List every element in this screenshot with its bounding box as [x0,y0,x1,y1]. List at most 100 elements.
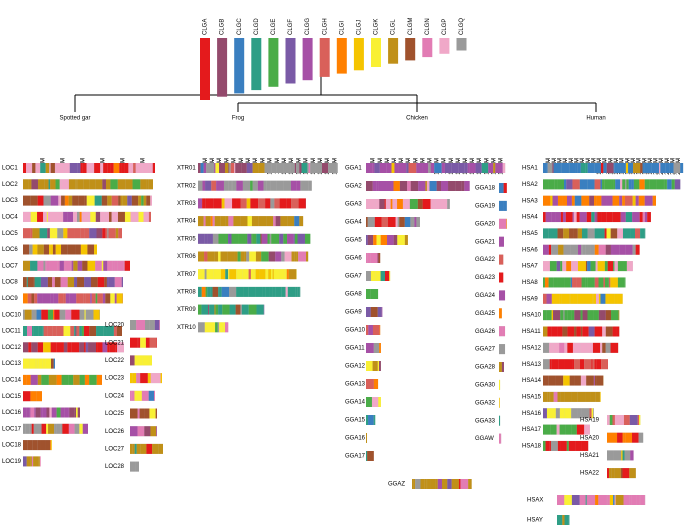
segment [555,408,560,419]
segment [36,391,42,402]
segment [246,251,250,262]
segment [26,163,33,173]
segment [601,359,608,370]
segment [40,407,43,418]
segment [586,342,593,353]
chromosome [543,342,619,353]
segment [580,163,586,173]
segment [614,495,616,505]
segment [399,181,408,191]
segment [59,179,62,190]
legend-swatch [422,38,433,58]
segment [565,424,572,435]
segment [592,359,595,370]
segment [644,228,646,239]
segment [206,269,214,280]
segment [604,277,609,288]
segment [366,397,372,407]
segment [626,179,629,190]
segment [110,179,118,190]
chromosome [366,163,506,173]
segment [614,163,621,173]
chromosome-label: LOC24 [105,393,125,399]
segment [602,342,606,353]
segment [582,326,589,337]
segment [68,423,75,434]
segment [23,244,30,255]
segment [366,235,368,245]
chromosome [23,244,97,255]
segment [148,390,154,401]
segment [223,180,229,191]
chromosome [366,217,420,227]
segment [113,163,120,173]
chromosome-label: HSA3 [522,198,538,204]
segment [270,198,275,209]
segment [441,163,445,173]
segment [263,180,267,191]
segment [620,163,626,173]
chromosome [198,251,309,262]
legend-swatch [251,38,262,91]
segment [29,423,32,434]
segment [218,233,226,244]
segment [543,326,548,337]
segment [210,216,213,227]
segment [94,163,101,173]
segment [214,304,216,315]
segment [287,286,296,297]
segment [308,163,311,173]
segment [23,228,31,239]
segment [140,443,147,454]
segment [571,424,577,435]
segment [41,374,49,385]
segment [387,235,394,245]
segment [622,415,624,425]
segment [204,233,208,244]
segment [37,244,44,255]
segment [581,408,590,419]
segment [639,179,645,190]
segment [548,277,554,288]
segment [560,310,564,321]
chromosome-label: LOC18 [2,443,22,449]
segment [422,163,429,173]
segment [53,309,55,320]
segment [96,326,104,336]
segment [600,342,603,353]
segment [84,342,86,353]
legend-label: CLGC [237,18,243,35]
segment [652,195,656,206]
segment [673,163,681,173]
segment [499,433,501,444]
legend-label: CLGB [220,19,226,35]
segment [600,179,603,190]
segment [139,408,145,419]
segment [61,195,65,206]
segment [551,212,556,223]
segment [612,195,620,206]
segment [54,423,57,434]
segment [75,244,81,255]
segment [547,163,553,173]
chromosome [543,391,601,402]
chromosome [198,216,304,227]
segment [575,163,578,173]
segment [570,244,579,255]
segment [429,181,437,191]
chromosome [607,468,636,479]
segment [549,391,551,402]
segment [304,233,311,244]
segment [564,495,572,505]
chromosome-label: LOC27 [105,446,125,452]
segment [503,183,507,193]
segment [141,390,149,401]
segment [87,374,90,385]
segment [240,251,245,262]
segment [548,375,556,386]
segment [198,251,205,262]
segment [612,212,621,223]
segment [270,269,273,280]
segment [67,342,72,353]
segment [77,277,85,288]
